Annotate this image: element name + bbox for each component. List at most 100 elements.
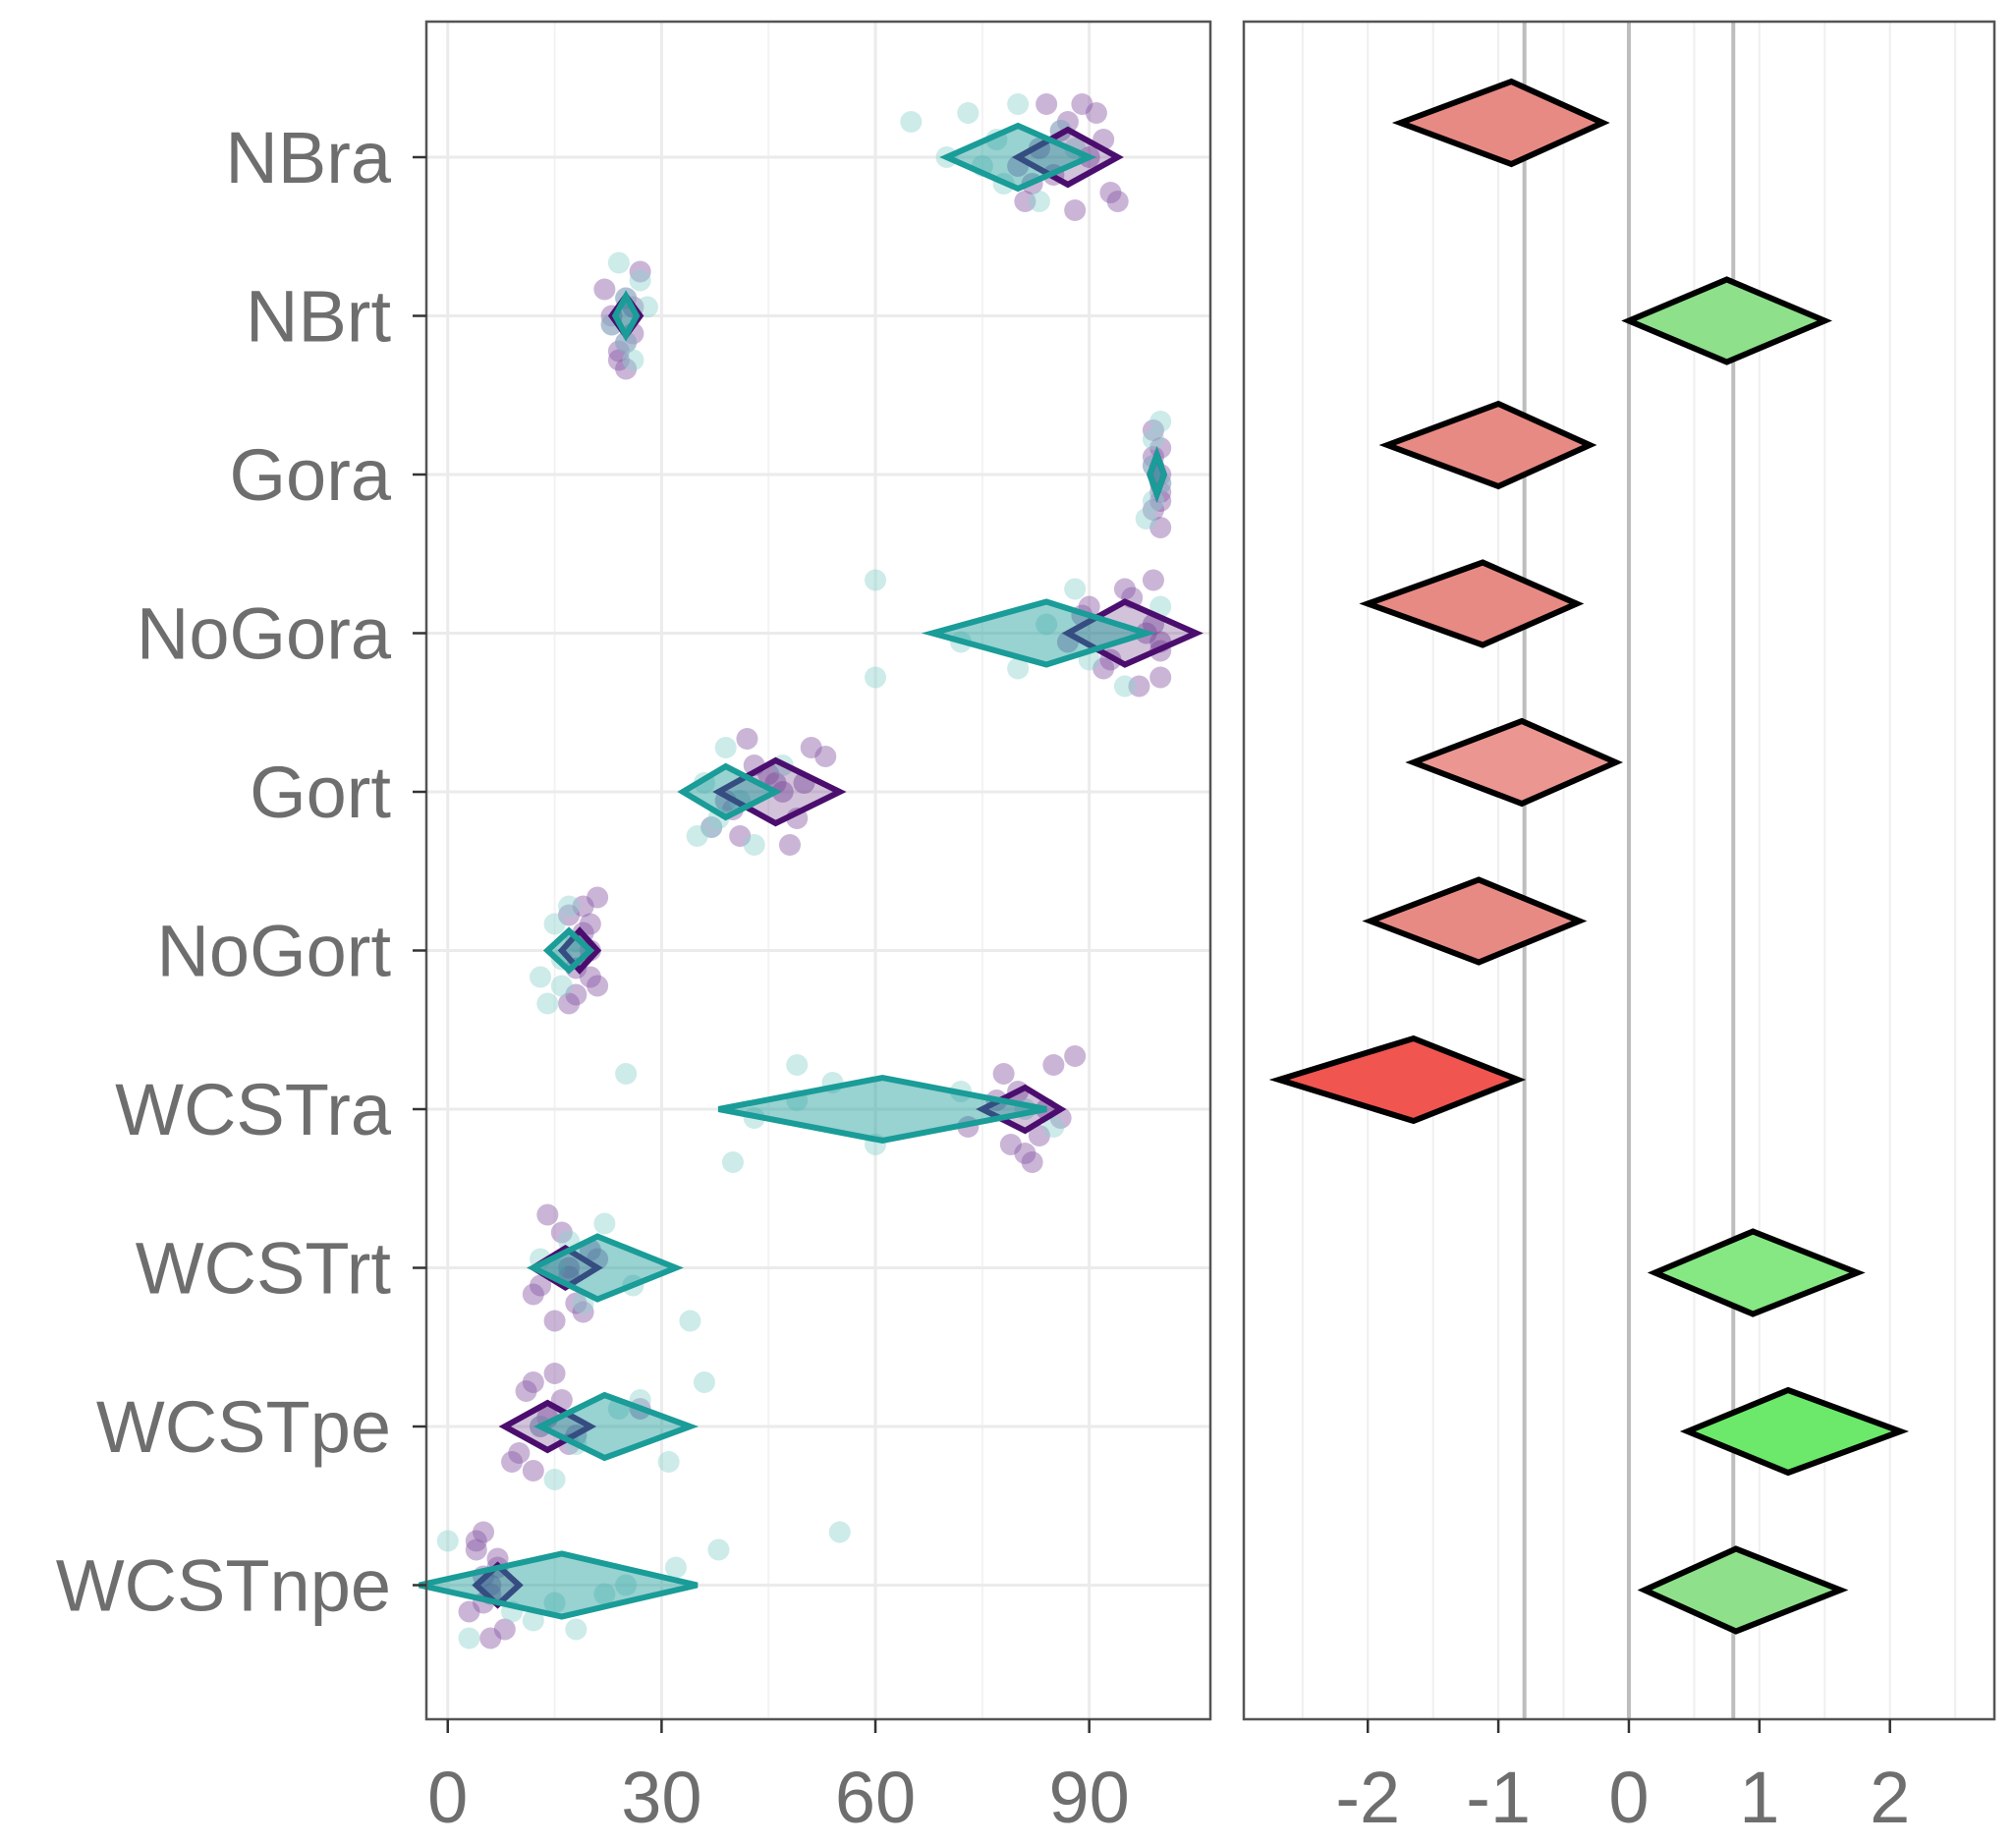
data-point: [522, 1283, 544, 1306]
data-point: [1092, 657, 1115, 680]
data-point: [1007, 657, 1030, 680]
data-point: [828, 1521, 851, 1543]
data-point: [992, 1063, 1015, 1085]
data-point: [565, 1292, 588, 1314]
mean-ci-diamond: [921, 598, 1156, 668]
data-point: [865, 666, 887, 689]
mean-ci-diamond: [419, 1550, 699, 1620]
effect-size-diamond: [1268, 1034, 1527, 1125]
data-point: [607, 349, 630, 371]
data-point: [615, 331, 638, 354]
mean-ci-diamond: [677, 762, 783, 821]
data-point: [615, 358, 638, 380]
data-point: [558, 895, 581, 918]
data-point: [1064, 199, 1087, 221]
data-point: [636, 296, 658, 318]
data-point: [664, 1556, 687, 1579]
left-diamonds: [419, 122, 1204, 1620]
y-axis-ticks: [413, 155, 426, 1587]
effect-size-diamond: [1378, 400, 1597, 490]
left-x-axis-labels: 0 30 60 90: [427, 1719, 1130, 1838]
mean-ci-diamond: [976, 1084, 1067, 1135]
data-point: [778, 834, 801, 856]
mean-ci-diamond: [527, 1233, 684, 1303]
data-point: [1064, 1045, 1087, 1067]
data-point: [615, 1063, 638, 1085]
effect-size-diamond: [1621, 276, 1832, 365]
mean-ci-diamond: [498, 1399, 597, 1454]
data-point: [1149, 517, 1172, 538]
mean-ci-diamond: [533, 1391, 700, 1462]
data-point: [700, 816, 723, 838]
data-point: [1028, 191, 1050, 212]
right-x-axis-labels: -2 -1 0 1 2: [1335, 1719, 1910, 1838]
y-tick-label: NBrt: [246, 276, 391, 358]
y-tick-label: Gora: [229, 434, 391, 516]
data-point: [1007, 93, 1030, 115]
data-point: [1064, 578, 1087, 600]
data-point: [543, 1310, 566, 1332]
data-point: [458, 1600, 480, 1623]
data-point: [530, 966, 552, 988]
data-point: [1042, 1116, 1065, 1138]
data-point: [1071, 93, 1093, 115]
data-point: [501, 1451, 524, 1473]
effect-size-diamond: [1647, 1228, 1866, 1317]
data-point: [700, 816, 723, 838]
data-point: [558, 1257, 581, 1279]
right-panel-border: [1242, 20, 1996, 1721]
data-point: [579, 966, 601, 988]
data-point: [1142, 499, 1164, 521]
data-point: [550, 1221, 573, 1244]
data-point: [587, 886, 609, 909]
data-point: [558, 992, 581, 1015]
data-point: [707, 1538, 730, 1561]
data-point: [543, 1363, 566, 1384]
x-tick-label: -2: [1335, 1757, 1400, 1838]
effect-size-diamond: [1405, 717, 1624, 808]
data-point: [543, 913, 566, 935]
data-point: [999, 1134, 1022, 1155]
left-panel-background: [426, 22, 1210, 1719]
data-point: [1036, 93, 1058, 115]
x-tick-label: 2: [1870, 1757, 1910, 1838]
data-point: [579, 913, 601, 935]
mean-ci-diamond: [611, 290, 641, 342]
data-point: [436, 1530, 459, 1552]
right-panel: -2 -1 0 1 2: [1242, 20, 1996, 1838]
data-point: [508, 1442, 531, 1464]
y-tick-label: WCSTrt: [136, 1228, 392, 1310]
x-tick-label: 0: [1608, 1757, 1649, 1838]
data-point: [1042, 1054, 1065, 1076]
y-tick-label: WCSTra: [115, 1069, 392, 1150]
data-point: [1149, 411, 1172, 432]
data-point: [593, 278, 616, 301]
x-tick-label: 0: [427, 1757, 468, 1838]
data-point: [1142, 569, 1164, 591]
data-point: [1128, 675, 1150, 698]
data-point: [686, 825, 708, 847]
right-diamonds: [1268, 78, 1910, 1635]
data-point: [522, 1371, 544, 1393]
y-axis-labels: NBra NBrt Gora NoGora Gort NoGort WCSTra WCSTrt…: [56, 117, 392, 1627]
data-point: [593, 1583, 616, 1605]
data-point: [771, 781, 794, 803]
data-point: [465, 1530, 487, 1552]
data-point: [679, 1310, 701, 1332]
data-point: [1149, 666, 1172, 689]
mean-ci-diamond: [717, 1074, 1047, 1145]
effect-size-diamond: [1637, 1545, 1849, 1635]
data-point: [536, 1203, 559, 1226]
data-point: [1014, 191, 1036, 212]
x-tick-label: 60: [835, 1757, 916, 1838]
effect-size-diamond: [1679, 1386, 1910, 1477]
effect-size-diamond: [1362, 876, 1588, 966]
y-tick-label: WCSTnpe: [56, 1545, 391, 1627]
y-tick-label: NoGora: [137, 593, 392, 675]
data-point: [572, 895, 594, 918]
data-point: [593, 1212, 616, 1235]
data-point: [615, 1574, 638, 1596]
mean-ci-diamond: [1147, 446, 1168, 503]
data-point: [1135, 508, 1157, 530]
